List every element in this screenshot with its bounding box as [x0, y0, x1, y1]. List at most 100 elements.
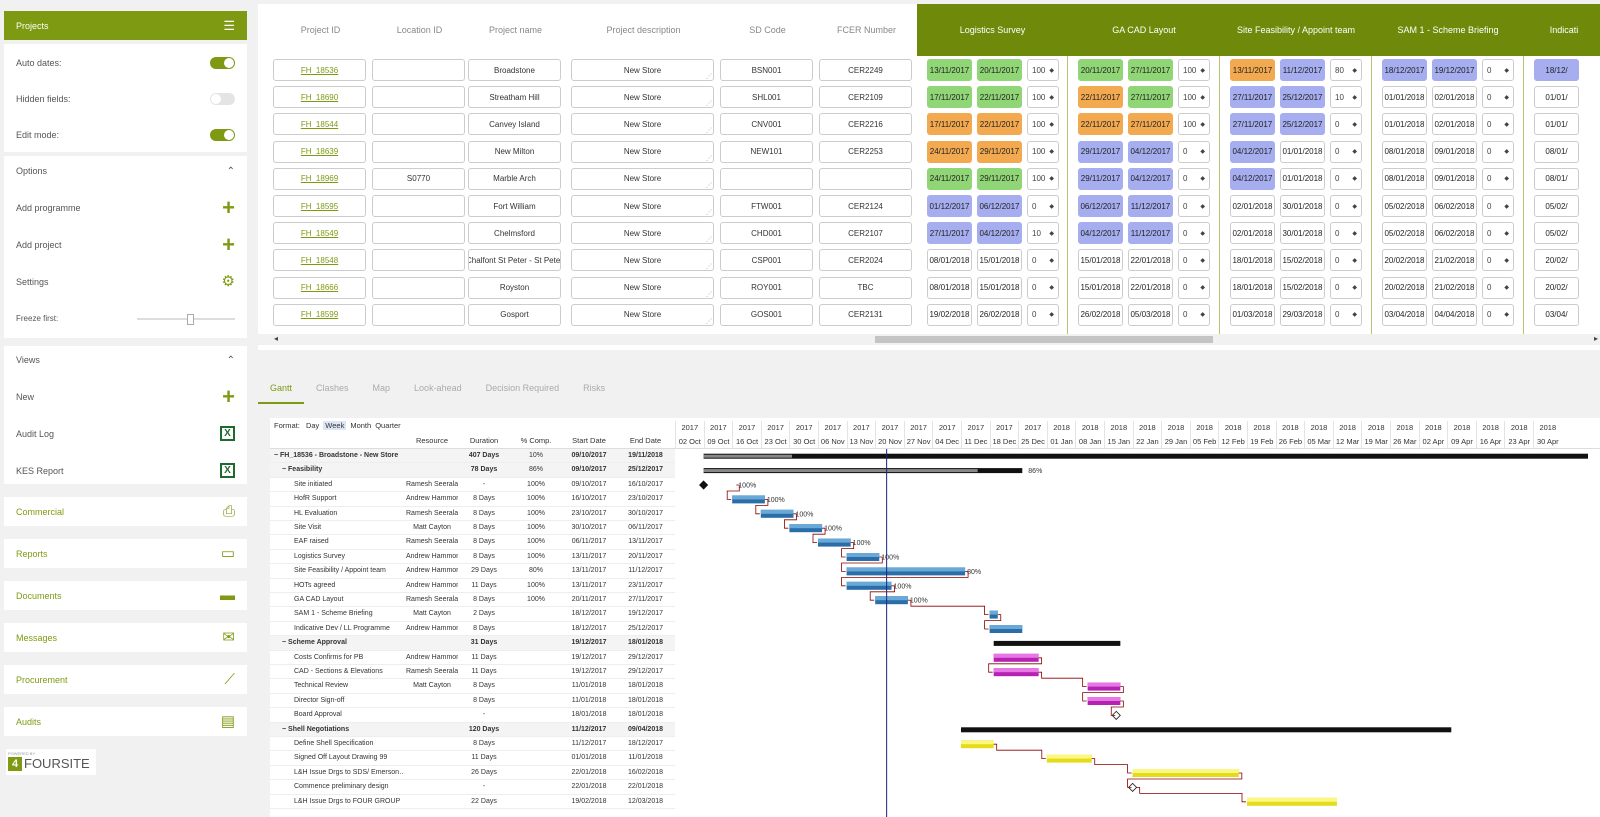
table-cell[interactable] [372, 222, 465, 245]
start-date-field[interactable]: 29/11/2017 [1078, 167, 1123, 190]
percent-stepper[interactable]: 100 ◆ [1027, 113, 1059, 136]
percent-stepper[interactable]: 0 ◆ [1178, 222, 1210, 245]
stepper-icon[interactable]: ◆ [1049, 149, 1054, 156]
start-date-field[interactable]: 20/02/2018 [1382, 249, 1427, 272]
gantt-task-row[interactable]: L&H Issue Drgs to SDS/ Emerson… 26 Days 22… [270, 766, 675, 781]
end-date-field[interactable]: 22/11/2017 [977, 113, 1022, 136]
start-date-field[interactable]: 19/02/2018 [927, 303, 972, 326]
end-date-field[interactable]: 29/11/2017 [977, 167, 1022, 190]
end-date-field[interactable]: 15/01/2018 [977, 249, 1022, 272]
nav-commercial[interactable]: Commercial ⎙ [4, 497, 247, 526]
start-date-field[interactable]: 20/11/2017 [1078, 59, 1123, 81]
end-date-field[interactable]: 15/01/2018 [977, 276, 1022, 299]
gantt-task-row[interactable]: Site initiated Ramesh Seeralan - 100% 09/10/… [270, 478, 675, 493]
start-date-field[interactable]: 18/01/2018 [1230, 249, 1275, 272]
stepper-icon[interactable]: ◆ [1352, 176, 1357, 183]
tab-clashes[interactable]: Clashes [316, 383, 349, 393]
project-id-link[interactable]: FH_18690 [273, 86, 366, 109]
percent-stepper[interactable]: 0 ◆ [1482, 249, 1514, 272]
stepper-icon[interactable]: ◆ [1049, 230, 1054, 237]
end-date-field[interactable]: 09/01/2018 [1432, 167, 1477, 190]
stepper-icon[interactable]: ◆ [1200, 121, 1205, 128]
start-date-field[interactable]: 27/11/2017 [1230, 113, 1275, 136]
stepper-icon[interactable]: ◆ [1200, 285, 1205, 292]
description-field[interactable]: New Store ⋰ [571, 303, 714, 326]
start-date-field[interactable]: 20/02/ [1534, 249, 1579, 272]
stepper-icon[interactable]: ◆ [1200, 149, 1205, 156]
add-project-plus-icon[interactable]: + [222, 231, 235, 257]
gantt-task-row[interactable]: − FH_18536 - Broadstone - New Store 407 D… [270, 449, 675, 464]
percent-stepper[interactable]: 0 ◆ [1178, 167, 1210, 190]
excel-icon[interactable]: X [220, 426, 235, 441]
percent-stepper[interactable]: 0 ◆ [1330, 113, 1362, 136]
end-date-field[interactable]: 05/03/2018 [1128, 303, 1173, 326]
end-date-field[interactable]: 19/12/2017 [1432, 59, 1477, 81]
start-date-field[interactable]: 22/11/2017 [1078, 113, 1123, 136]
gear-icon[interactable]: ⚙ [221, 273, 235, 290]
start-date-field[interactable]: 13/11/2017 [1230, 59, 1275, 81]
start-date-field[interactable]: 17/11/2017 [927, 113, 972, 136]
stepper-icon[interactable]: ◆ [1049, 203, 1054, 210]
stepper-icon[interactable]: ◆ [1352, 230, 1357, 237]
end-date-field[interactable]: 27/11/2017 [1128, 86, 1173, 109]
chevron-up-icon[interactable]: ⌃ [226, 165, 235, 177]
stepper-icon[interactable]: ◆ [1504, 67, 1509, 74]
gantt-task-row[interactable]: Define Shell Specification 8 Days 11/12/20… [270, 737, 675, 752]
table-cell[interactable]: FTW001 [720, 195, 813, 217]
tab-decision-required[interactable]: Decision Required [485, 383, 560, 393]
project-id-link[interactable]: FH_18639 [273, 140, 366, 163]
nav-messages[interactable]: Messages ✉ [4, 623, 247, 652]
gantt-task-row[interactable]: Director Sign-off 8 Days 11/01/2018 18/01/2… [270, 694, 675, 709]
table-cell[interactable]: CER2249 [819, 59, 912, 81]
start-date-field[interactable]: 27/11/2017 [927, 222, 972, 245]
table-cell[interactable]: GOS001 [720, 303, 813, 326]
nav-audits[interactable]: Audits ▤ [4, 707, 247, 736]
project-id-link[interactable]: FH_18595 [273, 195, 366, 217]
table-cell[interactable]: Marble Arch [468, 167, 561, 190]
end-date-field[interactable]: 25/12/2017 [1280, 113, 1325, 136]
percent-stepper[interactable]: 0 ◆ [1330, 276, 1362, 299]
end-date-field[interactable]: 29/03/2018 [1280, 303, 1325, 326]
gantt-task-row[interactable]: Indicative Dev / LL Programme Andrew Hamm… [270, 622, 675, 637]
stepper-icon[interactable]: ◆ [1504, 94, 1509, 101]
start-date-field[interactable]: 01/12/2017 [927, 195, 972, 217]
stepper-icon[interactable]: ◆ [1352, 285, 1357, 292]
description-field[interactable]: New Store ⋰ [571, 59, 714, 81]
table-cell[interactable]: Fort William [468, 195, 561, 217]
end-date-field[interactable]: 27/11/2017 [1128, 59, 1173, 81]
table-cell[interactable]: CER2124 [819, 195, 912, 217]
end-date-field[interactable]: 09/01/2018 [1432, 140, 1477, 163]
percent-stepper[interactable]: 0 ◆ [1027, 303, 1059, 326]
excel-icon[interactable]: X [220, 463, 235, 478]
stepper-icon[interactable]: ◆ [1049, 121, 1054, 128]
stepper-icon[interactable]: ◆ [1049, 285, 1054, 292]
end-date-field[interactable]: 22/01/2018 [1128, 249, 1173, 272]
percent-stepper[interactable]: 100 ◆ [1027, 140, 1059, 163]
format-day[interactable]: Day [305, 421, 320, 430]
stepper-icon[interactable]: ◆ [1504, 203, 1509, 210]
start-date-field[interactable]: 24/11/2017 [927, 140, 972, 163]
end-date-field[interactable]: 22/11/2017 [977, 86, 1022, 109]
start-date-field[interactable]: 04/12/2017 [1078, 222, 1123, 245]
start-date-field[interactable]: 01/01/ [1534, 86, 1579, 109]
percent-stepper[interactable]: 0 ◆ [1482, 195, 1514, 217]
start-date-field[interactable]: 05/02/2018 [1382, 222, 1427, 245]
description-field[interactable]: New Store ⋰ [571, 86, 714, 109]
description-field[interactable]: New Store ⋰ [571, 113, 714, 136]
percent-stepper[interactable]: 0 ◆ [1027, 249, 1059, 272]
table-cell[interactable]: Chelmsford [468, 222, 561, 245]
table-cell[interactable]: CSP001 [720, 249, 813, 272]
percent-stepper[interactable]: 0 ◆ [1482, 276, 1514, 299]
table-cell[interactable]: Streatham Hill [468, 86, 561, 109]
table-cell[interactable]: SHL001 [720, 86, 813, 109]
add-programme-plus-icon[interactable]: + [222, 194, 235, 220]
percent-stepper[interactable]: 0 ◆ [1178, 249, 1210, 272]
gantt-task-row[interactable]: SAM 1 - Scheme Briefing Matt Cayton 2 Days… [270, 607, 675, 622]
start-date-field[interactable]: 22/11/2017 [1078, 86, 1123, 109]
stepper-icon[interactable]: ◆ [1200, 176, 1205, 183]
gantt-task-row[interactable]: Site Visit Matt Cayton 8 Days 100% 30/10/201… [270, 521, 675, 536]
start-date-field[interactable]: 05/02/ [1534, 222, 1579, 245]
end-date-field[interactable]: 04/12/2017 [1128, 167, 1173, 190]
description-field[interactable]: New Store ⋰ [571, 167, 714, 190]
start-date-field[interactable]: 08/01/2018 [1382, 140, 1427, 163]
